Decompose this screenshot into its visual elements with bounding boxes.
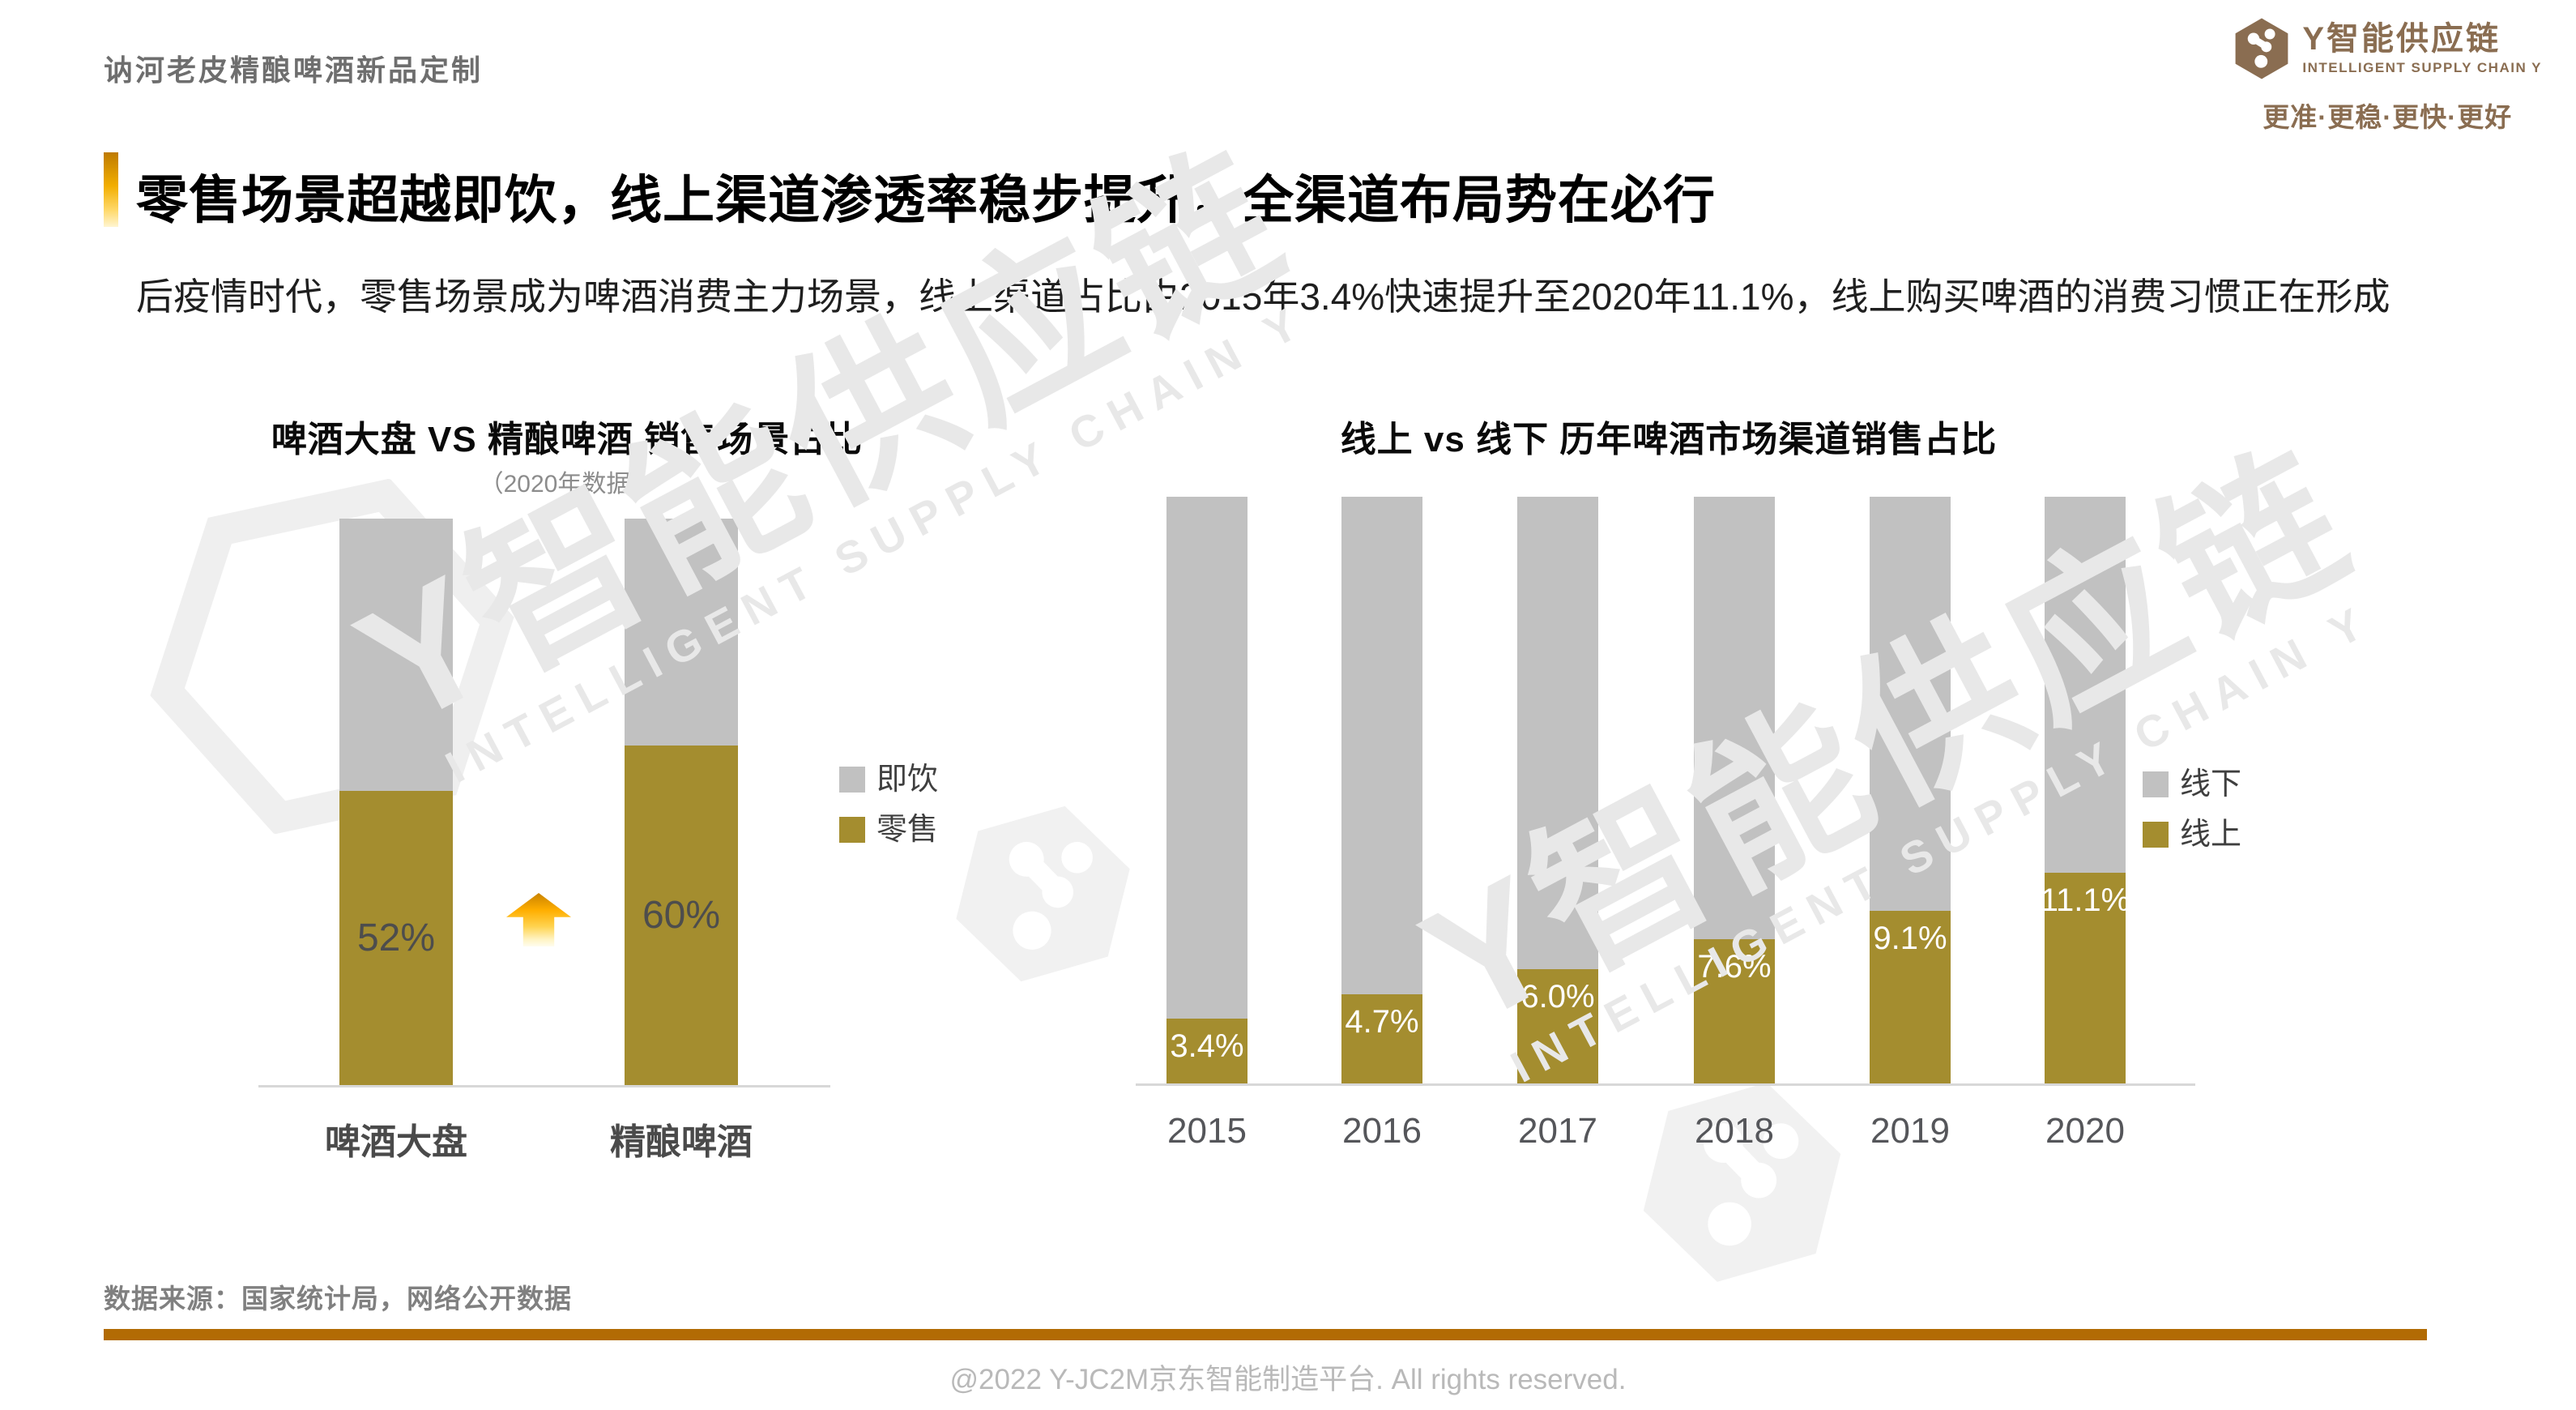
title-accent-bar <box>104 152 118 227</box>
legend-label: 即饮 <box>876 763 939 797</box>
value-label: 52% <box>356 916 436 959</box>
value-label: 60% <box>642 894 721 937</box>
brand-tagline: 更准·更稳·更快·更好 <box>2263 102 2513 132</box>
page-title: 零售场景超越即饮，线上渠道渗透率稳步提升，全渠道布局势在必行 <box>136 171 1716 229</box>
bar-精酿啤酒: 60% <box>625 519 738 1085</box>
bar-2015: 3.4% <box>1166 497 1247 1083</box>
bar-2019: 9.1% <box>1870 497 1951 1083</box>
chart1-plot-area: 52% 啤酒大盘 60% 精酿啤酒 <box>258 519 830 1162</box>
divider-rule <box>104 1329 2427 1340</box>
chart1-title: 啤酒大盘 VS 精酿啤酒 销售场景占比 <box>271 420 864 459</box>
legend-item: 即饮 <box>839 763 939 797</box>
data-source-note: 数据来源：国家统计局，网络公开数据 <box>104 1284 572 1314</box>
x-axis-label: 2016 <box>1342 1111 1422 1151</box>
segment-线下 <box>2045 497 2126 873</box>
segment-即饮 <box>339 519 453 791</box>
x-axis-label: 2019 <box>1870 1111 1950 1151</box>
hexagon-molecule-watermark <box>956 805 1130 982</box>
segment-线上: 11.1% <box>2041 873 2130 1083</box>
bar-2016: 4.7% <box>1341 497 1422 1083</box>
chart2-plot-area: 3.4% 2015 4.7% 2016 6.0% 2017 7.6% 2018 9.1% 2019… <box>1136 497 2195 1151</box>
segment-线下 <box>1341 497 1422 994</box>
segment-线上: 7.6% <box>1694 939 1775 1083</box>
increase-arrow-icon <box>506 893 571 946</box>
copyright-footer: @2022 Y-JC2M京东智能制造平台. All rights reserve… <box>949 1364 1627 1395</box>
value-label: 11.1% <box>2040 882 2130 918</box>
legend-item: 零售 <box>839 813 939 847</box>
page-subtitle: 后疫情时代，零售场景成为啤酒消费主力场景，线上渠道占比由2015年3.4%快速提… <box>136 276 2390 318</box>
x-axis-label: 精酿啤酒 <box>610 1122 753 1162</box>
legend-label: 线上 <box>2180 818 2242 852</box>
segment-线上: 3.4% <box>1166 1019 1247 1083</box>
segment-线下 <box>1870 497 1951 911</box>
hexagon-molecule-watermark <box>1643 1083 1841 1282</box>
bar-2020: 11.1% <box>2041 497 2130 1083</box>
segment-线下 <box>1694 497 1775 939</box>
x-axis-label: 啤酒大盘 <box>325 1122 467 1162</box>
segment-线下 <box>1517 497 1598 969</box>
bar-2017: 6.0% <box>1517 497 1598 1083</box>
segment-线上: 9.1% <box>1870 911 1951 1083</box>
legend-swatch <box>2143 822 2169 848</box>
legend-swatch <box>839 817 865 843</box>
segment-即饮 <box>625 519 738 746</box>
brand-name-en: INTELLIGENT SUPPLY CHAIN Y <box>2302 60 2542 75</box>
x-axis-label: 2015 <box>1167 1111 1247 1151</box>
x-axis-label: 2017 <box>1518 1111 1597 1151</box>
segment-零售: 52% <box>339 791 453 1085</box>
brand-names: Y智能供应链 INTELLIGENT SUPPLY CHAIN Y <box>2302 21 2542 76</box>
value-label: 3.4% <box>1170 1028 1244 1064</box>
value-label: 9.1% <box>1873 921 1947 956</box>
document-title: 讷河老皮精酿啤酒新品定制 <box>104 53 484 87</box>
brand-name-cn: Y智能供应链 <box>2302 21 2501 57</box>
chart2-legend: 线下 线上 <box>2143 767 2242 852</box>
bar-啤酒大盘: 52% <box>339 519 453 1085</box>
brand-hexagon-logo-icon <box>2235 18 2288 79</box>
value-label: 7.6% <box>1697 949 1772 985</box>
brand-logo-row: Y智能供应链 INTELLIGENT SUPPLY CHAIN Y <box>2233 16 2542 81</box>
chart2-title: 线上 vs 线下 历年啤酒市场渠道销售占比 <box>1340 420 1998 459</box>
legend-swatch <box>2143 771 2169 797</box>
chart1-subtitle: （2020年数据） <box>479 471 655 498</box>
segment-线下 <box>1166 497 1247 1019</box>
legend-swatch <box>839 767 865 793</box>
bar-2018: 7.6% <box>1694 497 1775 1083</box>
value-label: 4.7% <box>1345 1004 1419 1040</box>
legend-item: 线上 <box>2143 818 2242 852</box>
brand-block: Y智能供应链 INTELLIGENT SUPPLY CHAIN Y 更准·更稳·… <box>2233 16 2542 135</box>
segment-零售: 60% <box>625 746 738 1085</box>
value-label: 6.0% <box>1520 979 1595 1015</box>
legend-label: 零售 <box>876 813 939 847</box>
segment-线上: 4.7% <box>1341 994 1422 1083</box>
segment-线上: 6.0% <box>1517 969 1598 1083</box>
legend-label: 线下 <box>2180 767 2242 801</box>
chart1-legend: 即饮 零售 <box>839 763 939 847</box>
x-axis-label: 2020 <box>2045 1111 2125 1151</box>
legend-item: 线下 <box>2143 767 2242 801</box>
